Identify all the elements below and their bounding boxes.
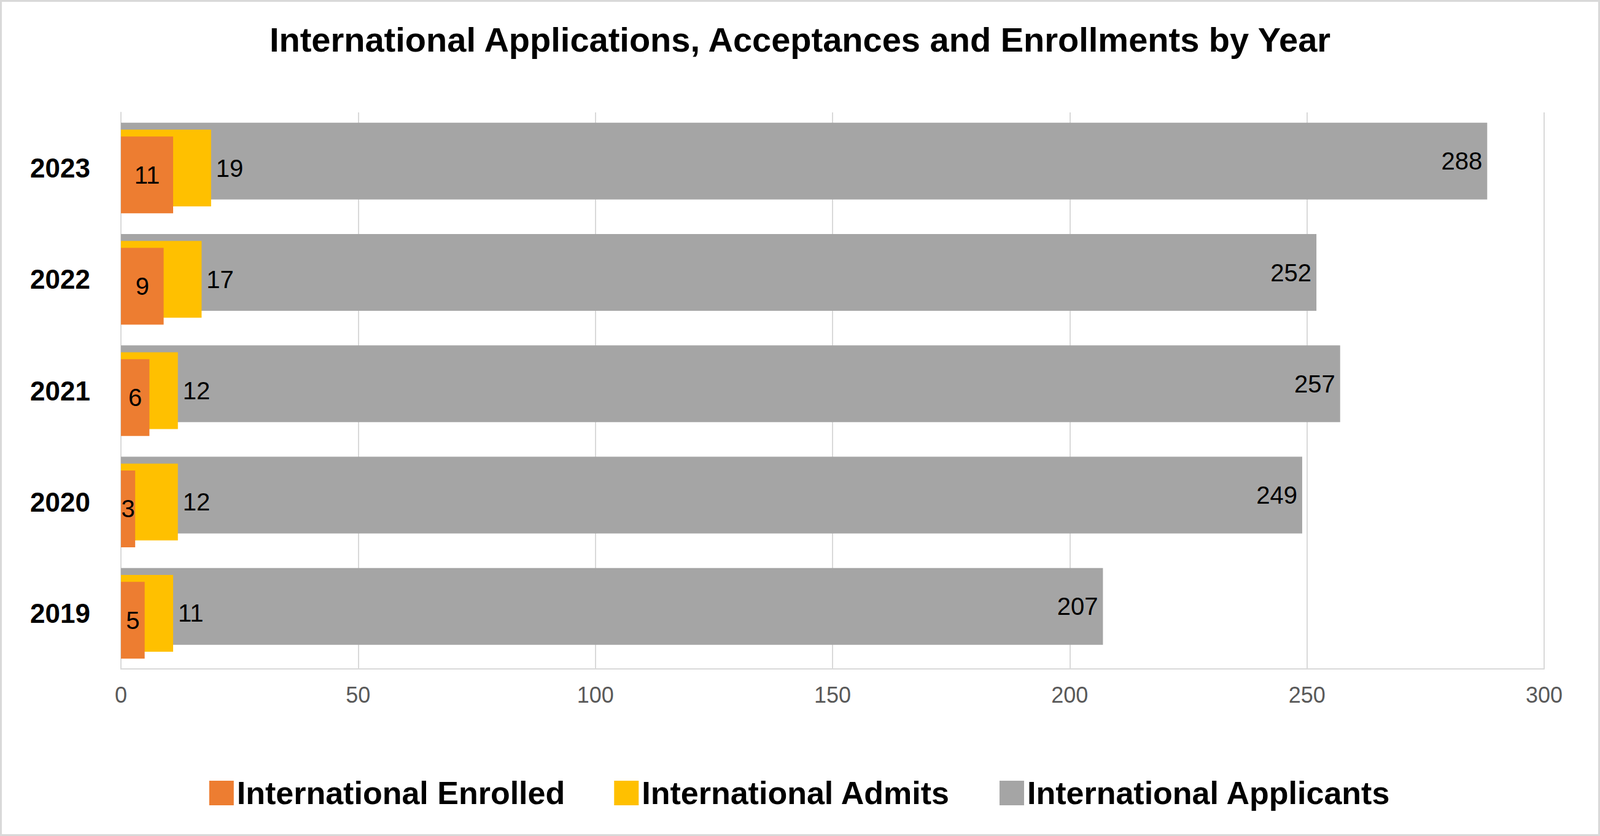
svg-text:252: 252 <box>1270 259 1312 287</box>
svg-text:50: 50 <box>345 682 371 708</box>
svg-text:12: 12 <box>182 488 211 516</box>
svg-text:249: 249 <box>1256 481 1298 509</box>
svg-text:9: 9 <box>135 272 150 300</box>
svg-text:250: 250 <box>1288 682 1326 708</box>
svg-text:International Applicants: International Applicants <box>1027 774 1390 811</box>
svg-text:International Enrolled: International Enrolled <box>236 774 566 811</box>
svg-text:12: 12 <box>182 376 211 404</box>
svg-text:0: 0 <box>114 682 128 708</box>
svg-text:2023: 2023 <box>30 152 91 183</box>
svg-text:3: 3 <box>120 494 135 522</box>
svg-text:300: 300 <box>1525 682 1563 708</box>
svg-text:2021: 2021 <box>30 375 91 406</box>
svg-text:2022: 2022 <box>30 264 91 295</box>
svg-text:11: 11 <box>178 599 204 627</box>
svg-text:200: 200 <box>1051 682 1088 708</box>
svg-text:19: 19 <box>216 154 244 182</box>
svg-text:2019: 2019 <box>30 598 91 629</box>
svg-text:2020: 2020 <box>30 486 91 517</box>
svg-text:288: 288 <box>1441 147 1483 175</box>
svg-text:International Applications, Ac: International Applications, Acceptances … <box>269 20 1331 59</box>
svg-text:257: 257 <box>1294 370 1336 398</box>
svg-text:17: 17 <box>206 265 234 293</box>
svg-text:100: 100 <box>577 682 614 708</box>
svg-text:207: 207 <box>1057 592 1099 620</box>
svg-text:11: 11 <box>134 161 161 189</box>
svg-text:6: 6 <box>128 383 142 411</box>
svg-text:5: 5 <box>125 606 140 634</box>
svg-text:International Admits: International Admits <box>641 774 950 811</box>
svg-text:150: 150 <box>814 682 851 708</box>
